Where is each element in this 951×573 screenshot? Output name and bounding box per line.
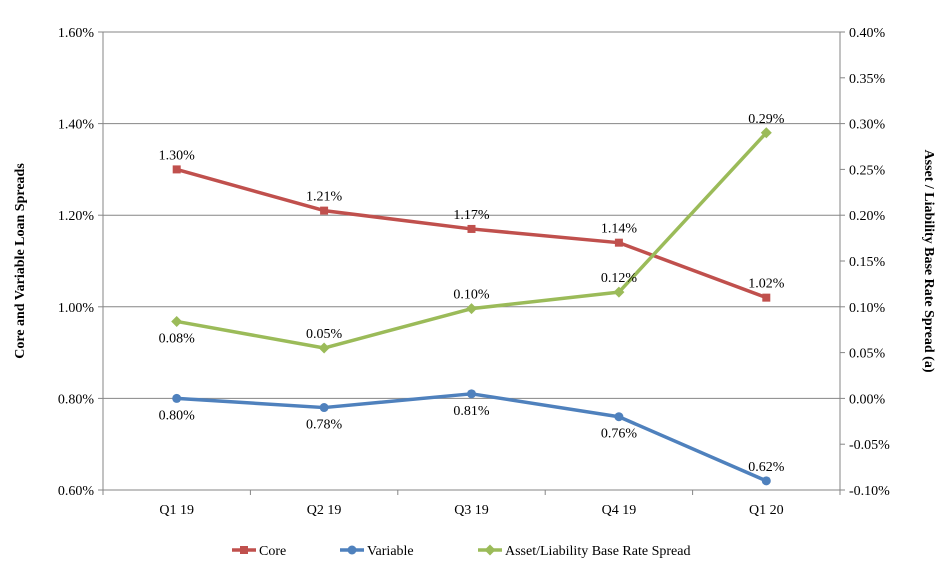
data-label: 0.81% xyxy=(453,404,490,419)
data-label: 0.80% xyxy=(159,408,196,423)
y-left-tick-label: 0.80% xyxy=(58,392,95,407)
data-point xyxy=(320,206,329,215)
data-point xyxy=(613,286,625,298)
data-point xyxy=(172,393,182,403)
y-right-tick-label: 0.15% xyxy=(849,255,886,270)
y-right-tick-label: 0.20% xyxy=(849,209,886,224)
y-right-tick-label: 0.05% xyxy=(849,347,886,362)
y-right-tick-label: 0.35% xyxy=(849,72,886,87)
data-point xyxy=(467,389,476,399)
legend-label: Variable xyxy=(367,544,414,559)
y-right-tick-label: 0.25% xyxy=(849,163,886,178)
data-label: 0.10% xyxy=(453,288,490,303)
legend-marker xyxy=(240,546,248,554)
y-right-tick-label: 0.40% xyxy=(849,26,886,41)
y-left-tick-label: 1.60% xyxy=(58,26,95,41)
data-label: 1.02% xyxy=(748,277,785,292)
series-line-core xyxy=(176,167,767,300)
y-right-tick-label: 0.10% xyxy=(849,301,886,316)
series-line-asset-liability-base-rate-spread xyxy=(176,131,768,350)
data-point xyxy=(466,303,477,315)
data-label: 1.21% xyxy=(306,190,343,205)
y-right-tick-label: 0.30% xyxy=(849,118,886,133)
x-tick-label: Q1 19 xyxy=(159,503,194,518)
data-point xyxy=(614,412,624,422)
data-point xyxy=(762,293,771,302)
data-label: 1.17% xyxy=(453,208,490,223)
x-tick-label: Q4 19 xyxy=(602,503,637,518)
y-left-tick-label: 0.60% xyxy=(58,484,95,499)
data-label: 0.62% xyxy=(748,460,785,475)
y-right-tick-label: -0.10% xyxy=(849,484,890,499)
y-left-tick-label: 1.40% xyxy=(58,118,95,133)
x-axis-ticks: Q1 19 Q2 19 Q3 19 Q4 19 Q1 20 xyxy=(102,490,841,518)
data-label: 1.30% xyxy=(159,148,196,163)
legend-label: Core xyxy=(259,544,286,559)
data-label: 1.14% xyxy=(601,222,638,237)
series xyxy=(171,127,772,486)
data-point xyxy=(760,127,772,139)
y-right-tick-label: 0.00% xyxy=(849,392,886,407)
data-point xyxy=(319,403,329,413)
legend-marker xyxy=(347,545,357,555)
y-left-tick-label: 1.20% xyxy=(58,209,95,224)
data-point xyxy=(761,476,771,486)
right-axis-ticks: -0.10% -0.05% 0.00% 0.05% 0.10% 0.15% 0.20% 0.2… xyxy=(840,26,890,499)
legend-marker xyxy=(484,544,496,556)
x-tick-label: Q3 19 xyxy=(454,503,489,518)
data-label: 0.12% xyxy=(601,271,638,286)
data-label: 0.29% xyxy=(748,112,785,127)
x-tick-label: Q1 20 xyxy=(749,503,784,518)
y-axis-right-title: Asset / Liability Base Rate Spread (a) xyxy=(921,150,936,373)
legend-item: Core xyxy=(232,544,286,559)
legend-item: Asset/Liability Base Rate Spread xyxy=(478,544,690,559)
legend-item: Variable xyxy=(340,544,414,559)
left-axis-ticks: 0.60% 0.80% 1.00% 1.20% 1.40% 1.60% xyxy=(58,26,103,499)
data-point xyxy=(318,342,330,354)
legend-label: Asset/Liability Base Rate Spread xyxy=(505,544,690,559)
y-left-tick-label: 1.00% xyxy=(58,301,95,316)
y-axis-left-title: Core and Variable Loan Spreads xyxy=(13,163,28,359)
data-point xyxy=(467,224,476,233)
y-right-tick-label: -0.05% xyxy=(849,438,890,453)
data-label: 0.08% xyxy=(159,331,196,346)
data-point xyxy=(614,238,623,247)
x-tick-label: Q2 19 xyxy=(307,503,342,518)
data-point xyxy=(172,165,181,174)
data-label: 0.05% xyxy=(306,327,343,342)
data-label: 0.78% xyxy=(306,418,343,433)
data-label: 0.76% xyxy=(601,427,638,442)
axes xyxy=(102,32,841,491)
data-point xyxy=(171,315,183,327)
legend: Core Variable Asset/Liability Base Rate Sp… xyxy=(232,544,690,559)
gridlines xyxy=(103,31,840,399)
data-labels: 1.30% 1.21% 1.17% 1.14% 1.02% 0.80% 0.78% 0.81%… xyxy=(159,112,785,475)
